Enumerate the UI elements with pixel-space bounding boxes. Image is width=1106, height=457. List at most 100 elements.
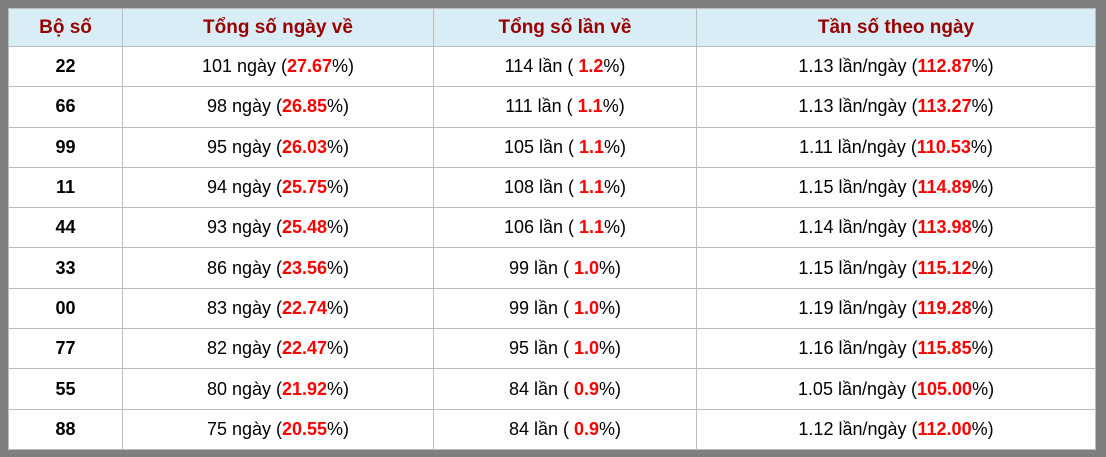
cell-tan-so-theo-ngay: 1.13 lần/ngày (113.27%) [696, 86, 1096, 128]
cell-tong-so-ngay-ve: 75 ngày (20.55%) [122, 408, 434, 450]
tanso-suffix: %) [971, 338, 994, 359]
cell-tong-so-ngay-ve: 95 ngày (26.03%) [122, 126, 434, 168]
ngay-text: 95 ngày ( [206, 136, 282, 157]
cell-boso: 55 [8, 368, 123, 410]
table-body: 22 101 ngày (27.67%) 114 lần ( 1.2%) 1.1… [8, 45, 1096, 450]
column-header-tong-so-ngay-ve: Tổng số ngày về [122, 8, 434, 47]
tanso-percent-value: 112.87 [917, 56, 972, 77]
boso-value: 11 [55, 177, 76, 198]
cell-tong-so-ngay-ve: 101 ngày (27.67%) [122, 45, 434, 88]
cell-tong-so-ngay-ve: 86 ngày (23.56%) [122, 247, 434, 289]
cell-tan-so-theo-ngay: 1.14 lần/ngày (113.98%) [696, 207, 1096, 249]
tanso-suffix: %) [971, 217, 994, 238]
column-header-tong-so-lan-ve: Tổng số lần về [433, 8, 697, 47]
lan-text: 84 lần ( [508, 418, 574, 439]
table-row: 33 86 ngày (23.56%) 99 lần ( 1.0%) 1.15 … [8, 247, 1096, 289]
ngay-suffix: %) [327, 136, 350, 157]
tanso-text: 1.15 lần/ngày ( [798, 177, 918, 198]
boso-value: 88 [55, 418, 76, 439]
ngay-suffix: %) [327, 418, 350, 439]
lan-percent-value: 1.1 [579, 177, 605, 198]
cell-tan-so-theo-ngay: 1.05 lần/ngày (105.00%) [696, 368, 1096, 410]
table-row: 00 83 ngày (22.74%) 99 lần ( 1.0%) 1.19 … [8, 287, 1096, 330]
cell-tong-so-lan-ve: 84 lần ( 0.9%) [433, 368, 697, 410]
boso-value: 22 [55, 56, 76, 77]
table-row: 22 101 ngày (27.67%) 114 lần ( 1.2%) 1.1… [8, 45, 1096, 88]
cell-tong-so-lan-ve: 114 lần ( 1.2%) [433, 45, 697, 88]
lan-suffix: %) [604, 136, 627, 157]
ngay-text: 93 ngày ( [206, 217, 282, 238]
column-header-boso: Bộ số [8, 8, 123, 47]
lan-percent-value: 0.9 [574, 418, 600, 439]
cell-tan-so-theo-ngay: 1.11 lần/ngày (110.53%) [696, 126, 1096, 168]
lan-suffix: %) [599, 418, 622, 439]
tanso-text: 1.19 lần/ngày ( [798, 297, 918, 318]
ngay-percent-value: 26.03 [282, 136, 328, 157]
lan-percent-value: 1.0 [574, 338, 600, 359]
table-row: 55 80 ngày (21.92%) 84 lần ( 0.9%) 1.05 … [8, 368, 1096, 410]
ngay-suffix: %) [327, 177, 350, 198]
ngay-percent-value: 25.48 [282, 217, 328, 238]
lan-percent-value: 1.1 [579, 136, 605, 157]
tanso-percent-value: 112.00 [917, 418, 972, 439]
tanso-percent-value: 113.98 [917, 217, 972, 238]
cell-tong-so-lan-ve: 99 lần ( 1.0%) [433, 247, 697, 289]
cell-tong-so-lan-ve: 106 lần ( 1.1%) [433, 207, 697, 249]
tanso-text: 1.13 lần/ngày ( [798, 96, 918, 117]
ngay-percent-value: 27.67 [287, 56, 333, 77]
lan-text: 106 lần ( [503, 217, 580, 238]
boso-value: 77 [55, 338, 76, 359]
ngay-suffix: %) [327, 297, 350, 318]
lan-text: 99 lần ( [508, 297, 574, 318]
ngay-percent-value: 22.74 [282, 297, 328, 318]
table-row: 99 95 ngày (26.03%) 105 lần ( 1.1%) 1.11… [8, 126, 1096, 168]
cell-tan-so-theo-ngay: 1.13 lần/ngày (112.87%) [696, 45, 1096, 88]
ngay-suffix: %) [327, 257, 350, 278]
cell-boso: 77 [8, 328, 123, 370]
ngay-suffix: %) [327, 338, 350, 359]
lan-percent-value: 1.2 [578, 56, 604, 77]
tanso-suffix: %) [971, 177, 994, 198]
lan-suffix: %) [599, 297, 622, 318]
ngay-percent-value: 25.75 [282, 177, 328, 198]
tanso-suffix: %) [971, 96, 994, 117]
cell-tong-so-ngay-ve: 98 ngày (26.85%) [122, 86, 434, 128]
cell-boso: 66 [8, 86, 123, 128]
lan-text: 95 lần ( [508, 338, 574, 359]
cell-tan-so-theo-ngay: 1.16 lần/ngày (115.85%) [696, 328, 1096, 370]
ngay-text: 83 ngày ( [206, 297, 282, 318]
cell-tong-so-lan-ve: 84 lần ( 0.9%) [433, 408, 697, 450]
tanso-text: 1.14 lần/ngày ( [798, 217, 918, 238]
cell-boso: 88 [8, 408, 123, 450]
tanso-percent-value: 114.89 [917, 177, 972, 198]
tanso-suffix: %) [971, 297, 994, 318]
tanso-percent-value: 119.28 [917, 297, 972, 318]
tanso-text: 1.05 lần/ngày ( [797, 378, 918, 399]
table-row: 88 75 ngày (20.55%) 84 lần ( 0.9%) 1.12 … [8, 408, 1096, 450]
cell-tong-so-ngay-ve: 93 ngày (25.48%) [122, 207, 434, 249]
cell-tong-so-lan-ve: 108 lần ( 1.1%) [433, 166, 697, 209]
ngay-text: 75 ngày ( [206, 418, 282, 439]
ngay-text: 86 ngày ( [206, 257, 282, 278]
ngay-text: 94 ngày ( [206, 177, 282, 198]
boso-value: 00 [55, 297, 76, 318]
cell-boso: 00 [8, 287, 123, 330]
lan-text: 114 lần ( [504, 56, 579, 77]
lan-text: 111 lần ( [505, 96, 578, 117]
tanso-text: 1.16 lần/ngày ( [798, 338, 918, 359]
lan-percent-value: 1.1 [579, 217, 605, 238]
cell-tan-so-theo-ngay: 1.12 lần/ngày (112.00%) [696, 408, 1096, 450]
lan-suffix: %) [599, 257, 622, 278]
cell-tong-so-lan-ve: 111 lần ( 1.1%) [433, 86, 697, 128]
lan-text: 108 lần ( [503, 177, 580, 198]
cell-boso: 44 [8, 207, 123, 249]
tanso-suffix: %) [971, 418, 994, 439]
ngay-suffix: %) [327, 96, 350, 117]
ngay-text: 98 ngày ( [206, 96, 282, 117]
tanso-text: 1.12 lần/ngày ( [798, 418, 918, 439]
lan-percent-value: 1.1 [577, 96, 603, 117]
lan-text: 84 lần ( [508, 378, 574, 399]
cell-tong-so-ngay-ve: 82 ngày (22.47%) [122, 328, 434, 370]
table-row: 44 93 ngày (25.48%) 106 lần ( 1.1%) 1.14… [8, 207, 1096, 249]
